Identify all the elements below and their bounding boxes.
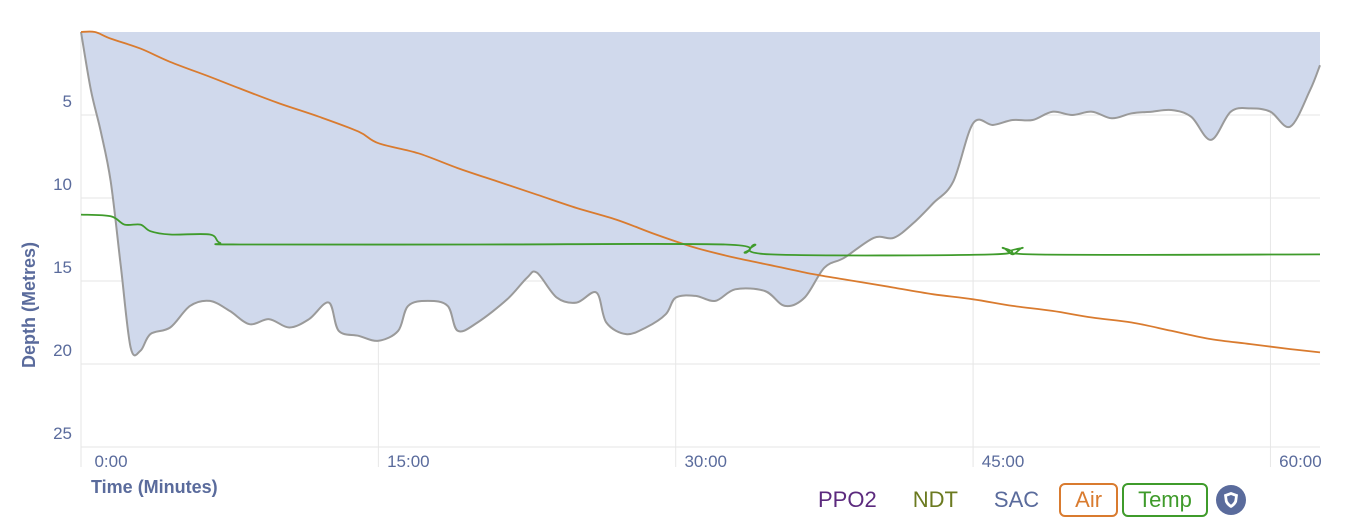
- x-tick-label: 30:00: [684, 452, 727, 471]
- legend-item-temp[interactable]: Temp: [1122, 483, 1208, 517]
- series-lines: [80, 30, 1321, 354]
- shield-icon[interactable]: [1215, 485, 1246, 515]
- y-tick-label: 15: [53, 258, 72, 277]
- y-axis-ticks: 5 10 15 20 25: [53, 92, 72, 443]
- y-tick-label: 5: [63, 92, 72, 111]
- x-tick-label: 0:00: [94, 452, 127, 471]
- y-axis-label: Depth (Metres): [19, 242, 39, 368]
- y-tick-label: 20: [53, 341, 72, 360]
- legend-item-ppo2[interactable]: PPO2: [818, 487, 877, 512]
- legend: PPO2 NDT SAC Air Temp: [800, 480, 1246, 520]
- series-line-air: [80, 30, 1321, 354]
- depth-profile-area: [81, 32, 1320, 356]
- x-axis-label: Time (Minutes): [91, 477, 218, 497]
- depth-profile-line: [80, 31, 1321, 357]
- legend-item-ndt[interactable]: NDT: [912, 487, 958, 512]
- x-tick-label: 15:00: [387, 452, 430, 471]
- y-tick-label: 25: [53, 424, 72, 443]
- x-tick-label: 60:00: [1279, 452, 1322, 471]
- x-axis-ticks: 0:00 15:00 30:00 45:00 60:00: [94, 452, 1321, 471]
- legend-item-air[interactable]: Air: [1059, 483, 1119, 517]
- legend-item-sac[interactable]: SAC: [993, 487, 1040, 512]
- x-tick-label: 45:00: [982, 452, 1025, 471]
- y-tick-label: 10: [53, 175, 72, 194]
- series-line-temp: [80, 213, 1321, 257]
